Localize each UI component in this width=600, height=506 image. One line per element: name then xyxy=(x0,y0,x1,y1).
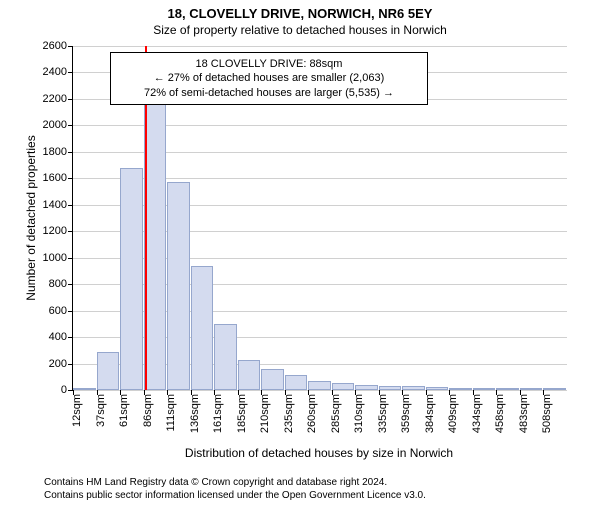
x-tick-label: 61sqm xyxy=(118,394,130,427)
y-tick-label: 1000 xyxy=(43,252,73,264)
x-tick-label: 86sqm xyxy=(142,394,154,427)
x-axis-label: Distribution of detached houses by size … xyxy=(72,446,566,460)
x-tick-label: 161sqm xyxy=(212,394,224,433)
histogram-bar xyxy=(120,168,143,390)
gridline xyxy=(73,390,567,391)
y-tick-label: 600 xyxy=(49,305,73,317)
x-tick-label: 359sqm xyxy=(400,394,412,433)
x-tick-label: 12sqm xyxy=(71,394,83,427)
y-tick-label: 2400 xyxy=(43,66,73,78)
histogram-bar xyxy=(167,182,190,390)
histogram-bar xyxy=(73,388,96,390)
histogram-bar xyxy=(426,387,449,390)
histogram-bar xyxy=(191,266,214,390)
y-tick-label: 2200 xyxy=(43,93,73,105)
y-tick-label: 1200 xyxy=(43,225,73,237)
histogram-bar xyxy=(402,386,425,390)
y-tick-label: 1400 xyxy=(43,199,73,211)
x-tick-label: 210sqm xyxy=(259,394,271,433)
histogram-bar xyxy=(520,388,543,390)
y-tick-label: 800 xyxy=(49,278,73,290)
y-tick-label: 2000 xyxy=(43,119,73,131)
x-tick-label: 409sqm xyxy=(447,394,459,433)
histogram-bar xyxy=(355,385,378,390)
x-tick-label: 458sqm xyxy=(494,394,506,433)
y-axis-label: Number of detached properties xyxy=(24,135,38,300)
histogram-bar xyxy=(473,388,496,390)
x-tick-label: 384sqm xyxy=(424,394,436,433)
x-tick-label: 285sqm xyxy=(330,394,342,433)
x-tick-label: 483sqm xyxy=(518,394,530,433)
y-tick-label: 2600 xyxy=(43,40,73,52)
x-tick-label: 310sqm xyxy=(353,394,365,433)
x-tick-label: 508sqm xyxy=(541,394,553,433)
y-tick-label: 400 xyxy=(49,331,73,343)
infobox-line-2: ← 27% of detached houses are smaller (2,… xyxy=(119,71,419,85)
x-tick-label: 434sqm xyxy=(471,394,483,433)
histogram-bar xyxy=(308,381,331,390)
x-tick-label: 335sqm xyxy=(377,394,389,433)
y-tick-label: 1600 xyxy=(43,172,73,184)
x-tick-label: 136sqm xyxy=(189,394,201,433)
x-tick-label: 111sqm xyxy=(165,394,177,432)
x-tick-label: 260sqm xyxy=(306,394,318,433)
infobox-line-3: 72% of semi-detached houses are larger (… xyxy=(119,86,419,100)
x-tick-label: 235sqm xyxy=(283,394,295,433)
histogram-bar xyxy=(261,369,284,390)
summary-infobox: 18 CLOVELLY DRIVE: 88sqm ← 27% of detach… xyxy=(110,52,428,105)
x-tick-label: 37sqm xyxy=(95,394,107,427)
y-tick-label: 200 xyxy=(49,358,73,370)
histogram-bar xyxy=(238,360,261,390)
histogram-bar xyxy=(285,375,308,390)
infobox-line-1: 18 CLOVELLY DRIVE: 88sqm xyxy=(119,57,419,71)
footer-line-2: Contains public sector information licen… xyxy=(44,489,426,502)
histogram-bar xyxy=(332,383,355,390)
histogram-bar xyxy=(97,352,120,390)
histogram-bar xyxy=(449,388,472,390)
y-tick-label: 1800 xyxy=(43,146,73,158)
histogram-bar xyxy=(214,324,237,390)
attribution-footer: Contains HM Land Registry data © Crown c… xyxy=(44,476,426,502)
histogram-bar xyxy=(379,386,402,390)
x-tick-label: 185sqm xyxy=(236,394,248,433)
footer-line-1: Contains HM Land Registry data © Crown c… xyxy=(44,476,426,489)
histogram-bar xyxy=(496,388,519,390)
histogram-bar xyxy=(543,388,566,390)
